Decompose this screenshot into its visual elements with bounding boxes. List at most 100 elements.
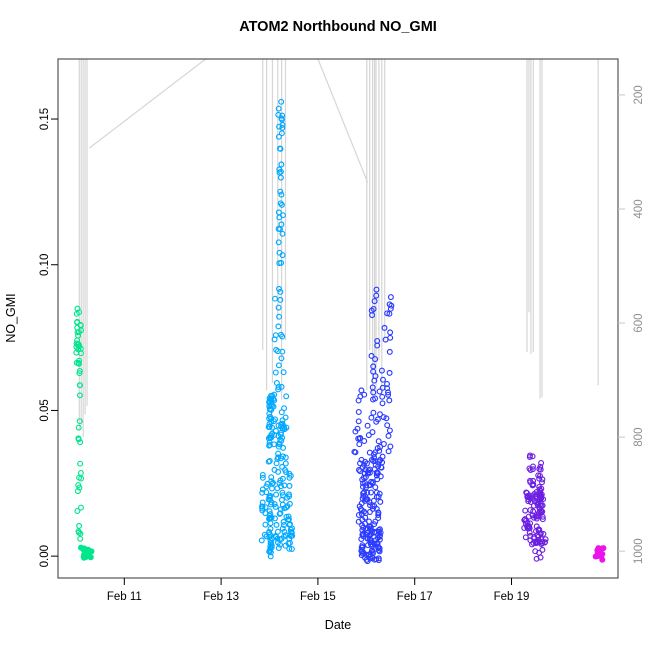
data-point <box>81 546 87 553</box>
data-point <box>385 448 392 455</box>
data-point <box>269 485 275 492</box>
series-flight-feb16 <box>351 286 395 565</box>
data-point <box>376 458 383 465</box>
data-point <box>267 434 274 441</box>
data-point <box>373 292 380 299</box>
data-point <box>279 252 286 259</box>
data-point <box>385 432 392 439</box>
data-point <box>534 499 541 505</box>
data-point <box>365 542 371 549</box>
data-point <box>275 239 282 246</box>
data-point <box>374 476 381 483</box>
data-point <box>355 518 362 525</box>
data-point <box>279 489 286 496</box>
data-point <box>275 386 282 393</box>
data-point <box>365 432 372 439</box>
data-point <box>277 188 284 195</box>
x-tick-label: Feb 13 <box>203 591 239 603</box>
data-point <box>531 498 538 505</box>
data-point <box>275 323 282 330</box>
data-point <box>288 528 295 535</box>
data-point <box>266 423 273 430</box>
data-point <box>373 470 380 476</box>
data-point <box>76 522 83 529</box>
data-point <box>279 463 286 470</box>
data-point <box>278 409 285 416</box>
data-point <box>355 418 362 425</box>
series-flight-feb14 <box>258 98 296 560</box>
data-point <box>369 505 376 512</box>
data-point <box>369 550 376 557</box>
data-point <box>372 484 379 491</box>
y-right-tick-label: 200 <box>633 85 645 104</box>
data-point <box>271 336 278 343</box>
altitude-segment <box>317 58 369 183</box>
data-point <box>289 525 295 532</box>
data-point <box>358 456 365 463</box>
data-point <box>537 554 544 561</box>
data-point <box>363 484 370 491</box>
data-point <box>386 301 393 308</box>
data-point <box>358 536 365 542</box>
data-point <box>279 124 286 131</box>
data-point <box>362 466 369 473</box>
data-point <box>264 480 271 487</box>
data-point <box>384 310 391 317</box>
data-point <box>379 400 386 407</box>
data-point <box>383 415 390 422</box>
data-point <box>277 288 284 295</box>
data-point <box>379 393 386 400</box>
data-point <box>529 453 536 460</box>
altitude-line-series <box>78 58 599 438</box>
data-point <box>370 479 376 486</box>
data-point <box>371 540 378 547</box>
data-point <box>76 529 82 536</box>
data-point <box>375 555 382 562</box>
data-point <box>372 395 379 402</box>
data-point <box>286 491 292 498</box>
data-point <box>387 334 394 341</box>
data-point <box>77 535 84 542</box>
data-point <box>358 507 365 514</box>
data-point <box>354 425 361 432</box>
data-point <box>530 463 536 470</box>
data-point <box>526 454 533 460</box>
data-point <box>262 521 269 528</box>
x-tick-label: Feb 17 <box>397 591 433 603</box>
data-point <box>267 543 274 550</box>
data-point <box>276 166 283 173</box>
data-point <box>539 479 545 486</box>
data-point <box>76 392 83 399</box>
y-right-tick-label: 800 <box>633 428 645 447</box>
data-point <box>276 214 283 221</box>
data-point <box>370 306 377 312</box>
data-point <box>279 112 286 119</box>
data-point <box>376 388 383 395</box>
data-point <box>371 377 378 384</box>
data-point <box>384 422 391 429</box>
data-point <box>266 515 273 522</box>
data-point <box>374 445 381 452</box>
data-point <box>286 493 293 500</box>
data-point <box>276 510 283 517</box>
data-point <box>258 537 265 544</box>
data-point <box>282 532 289 539</box>
data-point <box>535 472 542 479</box>
data-point <box>385 391 392 398</box>
data-point <box>266 512 273 519</box>
data-point <box>359 542 366 549</box>
data-point <box>368 541 374 548</box>
data-point <box>276 169 283 176</box>
data-point <box>537 498 544 505</box>
data-point <box>527 477 533 484</box>
data-point <box>74 488 81 495</box>
data-point <box>358 500 365 507</box>
data-point <box>272 503 279 510</box>
data-point <box>281 522 287 528</box>
data-point <box>369 528 376 535</box>
data-point <box>275 304 282 311</box>
data-point <box>368 489 374 496</box>
data-point <box>278 201 285 208</box>
series-flight-feb19 <box>521 452 549 562</box>
